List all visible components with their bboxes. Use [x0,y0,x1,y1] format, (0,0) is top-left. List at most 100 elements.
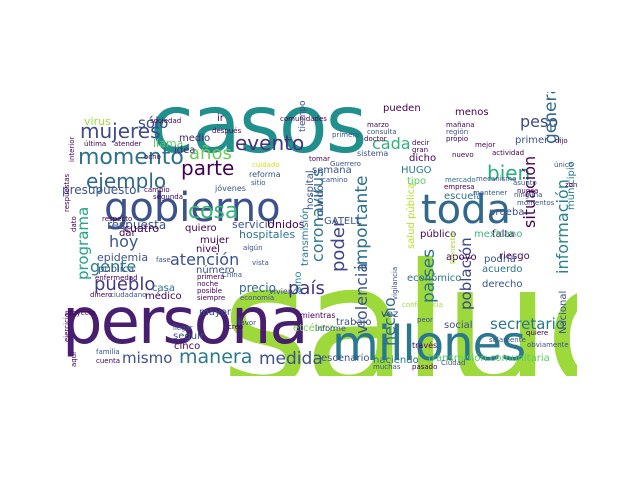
cloud-word: posible [197,287,223,295]
cloud-word: mujeres [80,119,161,143]
cloud-word: mañana [446,121,475,129]
cloud-word: favor [238,319,257,327]
cloud-word: atender [114,140,142,148]
cloud-word: precio [239,281,276,295]
cloud-word: trabajo [336,317,372,328]
cloud-word: semana [312,165,352,176]
cloud-word: cuatro [124,222,160,235]
cloud-word: social [444,320,473,331]
cloud-word: tomar [309,155,331,163]
cloud-word: informe [315,324,346,333]
cloud-word: algún [243,244,263,252]
cloud-word: servicio [232,218,275,231]
cloud-word: pueden [383,103,421,114]
cloud-word: pueblo [94,274,156,295]
cloud-word: económico [407,273,462,284]
cloud-word: ejercicio [63,312,71,342]
cloud-word: haciendo [373,355,419,366]
cloud-word: ir [217,113,224,124]
cloud-word: derecho [482,279,523,290]
cloud-word: país [288,278,325,299]
cloud-word: escenario [321,353,370,364]
cloud-word: Nacional [558,290,569,334]
cloud-word: escuela [444,191,483,202]
cloud-word: zona [565,181,577,189]
cloud-word: programa [74,206,92,280]
cloud-word: propio [446,135,469,143]
cloud-word: cambio [144,186,170,194]
cloud-word: momento [78,145,184,170]
cloud-word: hoy [109,232,139,251]
cloud-word: interior [68,136,76,162]
cloud-word: menos [455,107,489,118]
cloud-word: ninguna [514,191,543,199]
cloud-word: cada [372,134,411,153]
cloud-word: llama [153,137,184,150]
cloud-word: cuidado [252,161,280,169]
cloud-word: mientras [300,311,336,320]
cloud-word: gobierno [104,185,281,231]
cloud-word: hospitales [239,228,296,241]
cloud-word: bien [487,161,531,185]
cloud-word: proyecto [65,309,96,317]
cloud-word: mundo [315,185,326,220]
cloud-word: decir [412,139,430,147]
cloud-word: cinco [174,341,201,352]
cloud-word: medida [259,349,323,369]
cloud-word: aquí [70,351,78,367]
cloud-word: gran [412,146,429,154]
cloud-word: peso [520,112,559,131]
cloud-word: sitio [251,179,266,187]
cloud-word: parte [181,156,235,180]
cloud-word: mercado [445,176,476,184]
cloud-word: transmisión comunitaria [428,353,550,364]
cloud-word: casos [150,92,367,171]
cloud-word: etcétera [293,323,336,334]
cloud-word: vigilancia [391,266,399,300]
cloud-word: consulta [367,128,397,136]
cloud-word: momentos [517,199,555,207]
cloud-word: China [222,271,242,279]
cloud-word: falta [492,229,515,240]
cloud-word: mujer [200,235,230,246]
cloud-word: poder [328,219,349,272]
cloud-word: primero [332,131,360,139]
cloud-word: solamente [489,336,526,344]
cloud-word: empresa [444,183,475,191]
cloud-word: asunto [513,179,537,187]
cloud-word: acuerdo [482,264,523,275]
cloud-word: dicho [409,153,437,164]
cloud-word: hecho [380,297,399,346]
cloud-word: peor [417,316,433,324]
cloud-word: años [189,143,232,164]
cloud-word: ciudadano [110,291,147,299]
cloud-word: sistema [357,149,389,158]
cloud-word: sólo [138,114,169,132]
cloud-word: camino [322,176,348,184]
cloud-word: vista [252,259,269,267]
cloud-word: casa [152,283,175,294]
cloud-word: llegar [173,324,193,332]
cloud-word: última [84,140,107,148]
cloud-word: número [196,265,235,276]
cloud-word: mantener [473,189,508,197]
cloud-word: medio [179,133,211,144]
cloud-word: presupuesto [62,183,137,197]
cloud-word: vez [381,309,399,320]
cloud-word: pasado [412,363,438,371]
cloud-word: sociedad [150,117,182,125]
cloud-word: cosa [188,199,239,224]
cloud-word: familia [96,348,120,356]
cloud-word: toda [421,187,512,233]
cloud-word: través [412,341,438,350]
cloud-word: respecto [102,215,133,223]
cloud-word: millones [332,316,526,372]
cloud-word: salud [221,228,577,376]
cloud-word: manera [179,346,253,368]
cloud-word: economía [240,294,275,302]
cloud-word: epidemia [97,251,149,264]
cloud-word: prueba [489,207,525,218]
cloud-word: público [420,229,457,240]
cloud-word: mejor [475,141,496,149]
cloud-word: doctor [364,135,387,143]
